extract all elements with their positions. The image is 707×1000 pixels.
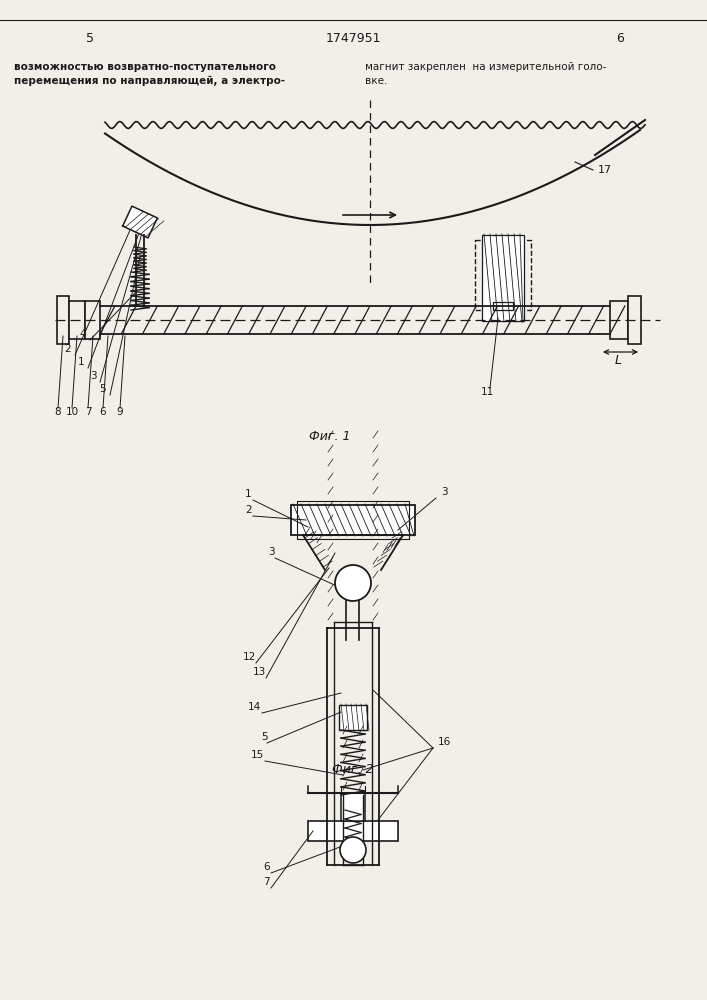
Text: L: L	[614, 354, 621, 367]
Bar	[69, 301, 85, 339]
Text: 3: 3	[90, 371, 96, 381]
Bar	[297, 501, 409, 539]
Text: 15: 15	[251, 750, 264, 760]
Text: 1: 1	[78, 357, 84, 367]
Text: магнит закреплен  на измерительной голо-
вке.: магнит закреплен на измерительной голо- …	[365, 62, 607, 86]
Text: 7: 7	[85, 407, 91, 417]
Text: 5: 5	[100, 384, 106, 394]
Bar	[493, 302, 513, 310]
Text: 14: 14	[248, 702, 262, 712]
Text: Фиг. 1: Фиг. 1	[309, 430, 351, 443]
Text: 1747951: 1747951	[325, 32, 381, 45]
Bar	[628, 296, 641, 344]
Text: 13: 13	[253, 667, 267, 677]
Bar	[475, 240, 531, 310]
Text: 8: 8	[54, 407, 62, 417]
Bar	[57, 296, 69, 344]
Text: 1: 1	[245, 489, 252, 499]
Text: 3: 3	[441, 487, 448, 497]
Text: 3: 3	[268, 547, 274, 557]
Bar	[291, 505, 415, 535]
Bar	[339, 705, 367, 730]
Bar	[341, 793, 365, 821]
Text: 11: 11	[480, 387, 493, 397]
Bar	[610, 301, 628, 339]
Text: 4: 4	[80, 329, 86, 339]
Text: 6: 6	[616, 32, 624, 45]
Bar	[85, 301, 100, 339]
Text: 12: 12	[243, 652, 256, 662]
Circle shape	[335, 565, 371, 601]
Text: 10: 10	[66, 407, 78, 417]
Text: 2: 2	[245, 505, 252, 515]
Text: 5: 5	[261, 732, 268, 742]
Text: 17: 17	[598, 165, 612, 175]
Bar	[308, 821, 398, 841]
Bar	[482, 235, 524, 321]
Polygon shape	[122, 206, 158, 238]
Text: 6: 6	[263, 862, 269, 872]
Text: 6: 6	[100, 407, 106, 417]
Text: возможностью возвратно-поступательного
перемещения по направляющей, а электро-: возможностью возвратно-поступательного п…	[14, 62, 285, 86]
Text: Фиг. 2: Фиг. 2	[332, 763, 374, 776]
Text: 7: 7	[263, 877, 269, 887]
Text: 9: 9	[117, 407, 123, 417]
Text: 16: 16	[438, 737, 451, 747]
Circle shape	[340, 837, 366, 863]
Text: 2: 2	[64, 344, 71, 354]
Text: 5: 5	[86, 32, 94, 45]
